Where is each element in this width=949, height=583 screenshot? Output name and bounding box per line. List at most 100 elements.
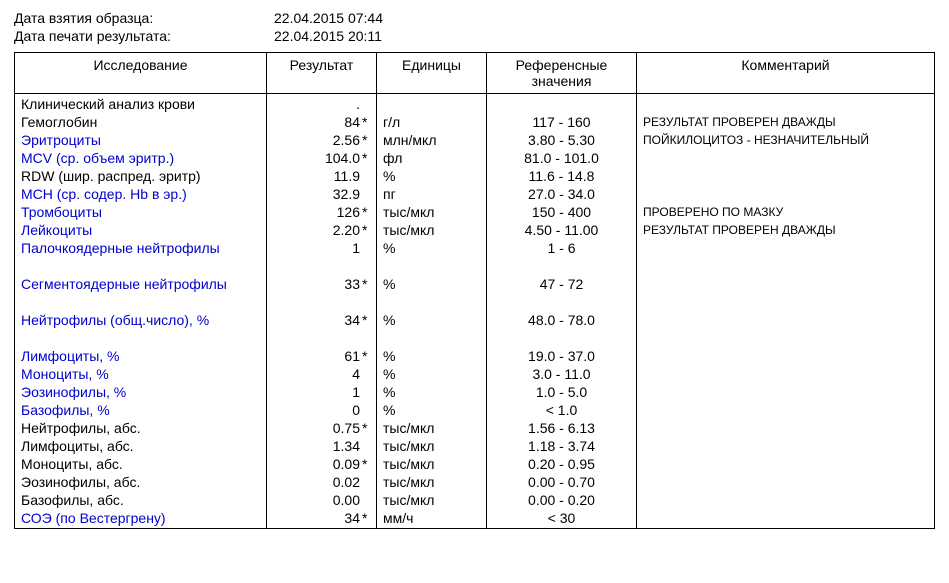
test-name-text: Клинический анализ крови [21,96,195,112]
reference-range: 1.18 - 3.74 [487,437,636,455]
test-name-link[interactable]: Базофилы, % [21,402,110,418]
reference-range: 0.00 - 0.70 [487,473,636,491]
unit-value: % [377,275,486,311]
result-flag: * [360,131,376,149]
result-flag: * [360,419,376,437]
test-name: Эозинофилы, абс. [15,473,266,491]
result-value: 0.09* [267,455,376,473]
result-flag: * [360,275,376,293]
result-number: 104.0 [271,149,360,167]
comment-text [637,401,934,419]
result-number: 1.34 [271,437,360,455]
unit-value: % [377,311,486,347]
test-name: Палочкоядерные нейтрофилы [15,239,266,275]
print-date-value: 22.04.2015 20:11 [274,28,382,44]
comment-text [637,347,934,365]
reference-range: 81.0 - 101.0 [487,149,636,167]
result-flag [360,473,376,491]
result-value: 104.0* [267,149,376,167]
result-number: 84 [271,113,360,131]
reference-range: 0.20 - 0.95 [487,455,636,473]
comment-text [637,95,934,113]
result-number: 0.02 [271,473,360,491]
result-value: 2.20* [267,221,376,239]
result-flag: * [360,221,376,239]
result-number: 33 [271,275,360,293]
test-name-link[interactable]: Моноциты, % [21,366,109,382]
reference-range: < 1.0 [487,401,636,419]
unit-value: тыс/мкл [377,221,486,239]
test-name: Гемоглобин [15,113,266,131]
comment-text [637,419,934,437]
result-value: 0.00 [267,491,376,509]
result-value: 0.02 [267,473,376,491]
test-name-link[interactable]: Лимфоциты, % [21,348,119,364]
reference-range: 0.00 - 0.20 [487,491,636,509]
comment-text [637,383,934,401]
result-number: 0.75 [271,419,360,437]
reference-range: 27.0 - 34.0 [487,185,636,203]
result-flag [360,365,376,383]
test-name-link[interactable]: СОЭ (по Вестергрену) [21,510,166,526]
result-number: 126 [271,203,360,221]
result-value: 34* [267,509,376,527]
result-flag [360,95,376,113]
unit-value: % [377,365,486,383]
reference-range: 19.0 - 37.0 [487,347,636,365]
table-body-row: Клинический анализ кровиГемоглобинЭритро… [15,94,935,529]
result-value: 126* [267,203,376,221]
comment-text: ПОЙКИЛОЦИТОЗ - НЕЗНАЧИТЕЛЬНЫЙ [637,131,934,149]
comment-text [637,311,934,347]
test-name-link[interactable]: Лейкоциты [21,222,92,238]
unit-value: тыс/мкл [377,473,486,491]
result-value: 0.75* [267,419,376,437]
reference-range: 1.0 - 5.0 [487,383,636,401]
result-flag: * [360,455,376,473]
unit-value: пг [377,185,486,203]
test-name: Нейтрофилы (общ.число), % [15,311,266,347]
reference-range: 3.80 - 5.30 [487,131,636,149]
result-value: 61* [267,347,376,365]
comment-text [637,437,934,455]
result-flag: * [360,113,376,131]
result-value: 1.34 [267,437,376,455]
comment-text [637,167,934,185]
unit-value: % [377,401,486,419]
result-value: 1 [267,239,376,275]
test-name-link[interactable]: MCH (ср. содер. Hb в эр.) [21,186,187,202]
reference-range: 117 - 160 [487,113,636,131]
test-name-text: Базофилы, абс. [21,492,124,508]
results-table: Исследование Результат Единицы Референсн… [14,52,935,529]
test-name: Лейкоциты [15,221,266,239]
col-header-test: Исследование [15,53,267,94]
result-number: 0 [271,401,360,419]
test-name-text: RDW (шир. распред. эритр) [21,168,201,184]
print-date-row: Дата печати результата: 22.04.2015 20:11 [14,28,935,44]
result-number: . [271,95,360,113]
test-name-link[interactable]: Тромбоциты [21,204,102,220]
unit-value: % [377,167,486,185]
col-header-result: Результат [267,53,377,94]
result-value: 4 [267,365,376,383]
test-name-link[interactable]: Эозинофилы, % [21,384,126,400]
print-date-label: Дата печати результата: [14,28,274,44]
result-flag: * [360,347,376,365]
result-number: 2.20 [271,221,360,239]
test-name-link[interactable]: Палочкоядерные нейтрофилы [21,240,220,256]
comment-text [637,455,934,473]
sample-date-row: Дата взятия образца: 22.04.2015 07:44 [14,10,935,26]
test-name: Лимфоциты, % [15,347,266,365]
reference-range [487,95,636,113]
test-name-link[interactable]: Эритроциты [21,132,101,148]
result-value: 33* [267,275,376,311]
test-name: MCH (ср. содер. Hb в эр.) [15,185,266,203]
reference-range: 47 - 72 [487,275,636,311]
test-name-link[interactable]: Нейтрофилы (общ.число), % [21,312,209,328]
comment-text [637,239,934,275]
sample-date-value: 22.04.2015 07:44 [274,10,383,26]
unit-value: тыс/мкл [377,437,486,455]
unit-value: тыс/мкл [377,491,486,509]
test-name-link[interactable]: Сегментоядерные нейтрофилы [21,276,227,292]
test-name-link[interactable]: MCV (ср. объем эритр.) [21,150,174,166]
result-number: 34 [271,509,360,527]
